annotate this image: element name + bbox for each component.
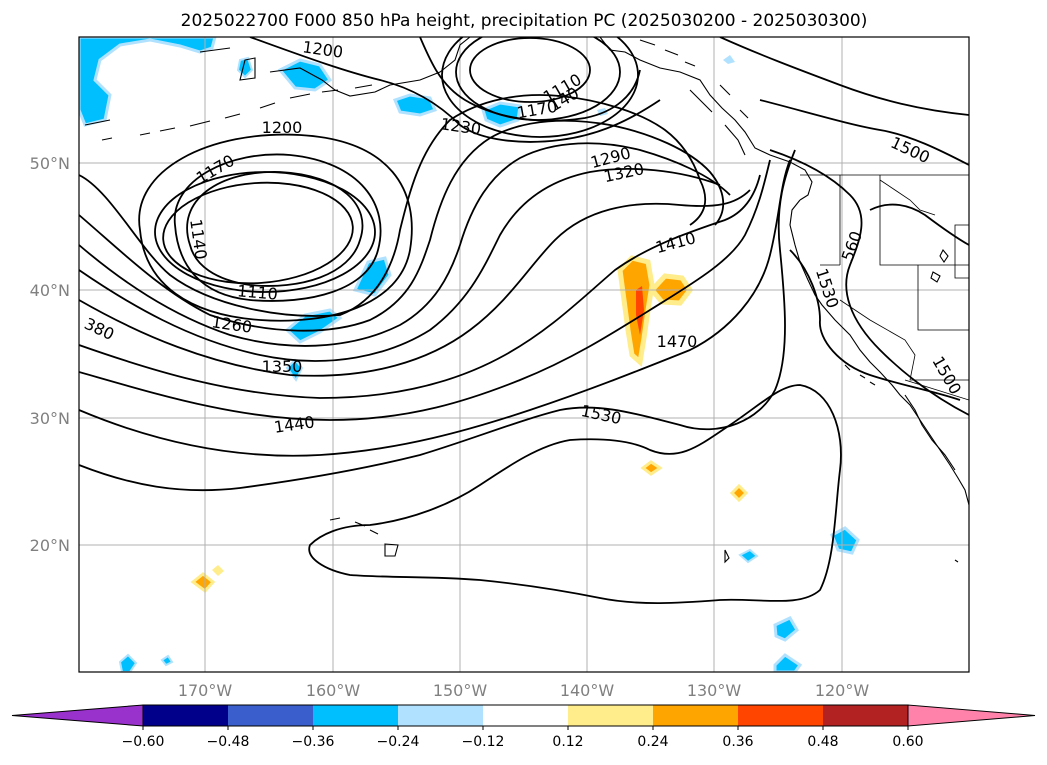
lon-label: 150°W bbox=[433, 681, 488, 700]
coastlines bbox=[79, 37, 969, 564]
contour-label: 1350 bbox=[262, 357, 303, 376]
lon-label: 140°W bbox=[560, 681, 615, 700]
lat-label: 30°N bbox=[30, 409, 70, 428]
colorbar-tick-label: 0.60 bbox=[892, 734, 923, 750]
lat-label: 40°N bbox=[30, 281, 70, 300]
contour-label: 1200 bbox=[262, 118, 303, 137]
colorbar-tick-label: −0.36 bbox=[292, 734, 335, 750]
colorbar-extend-min bbox=[11, 704, 144, 727]
colorbar-segment bbox=[483, 705, 568, 726]
lat-label: 20°N bbox=[30, 536, 70, 555]
colorbar-extend-max bbox=[907, 704, 1036, 727]
map-frame bbox=[78, 36, 970, 673]
contour-label: 1470 bbox=[657, 332, 698, 351]
colorbar: −0.60 −0.48 −0.36 −0.24 −0.12 0.12 0.24 0.36 0.4… bbox=[11, 704, 1036, 750]
political-borders bbox=[800, 174, 969, 401]
colorbar-tick-label: 0.36 bbox=[722, 734, 753, 750]
colorbar-segment bbox=[398, 705, 483, 726]
lon-label: 160°W bbox=[306, 681, 361, 700]
precip-negative-fills bbox=[79, 37, 860, 672]
colorbar-segment bbox=[143, 705, 228, 726]
height-contours bbox=[79, 37, 969, 605]
colorbar-tick-label: −0.48 bbox=[207, 734, 250, 750]
colorbar-segment bbox=[653, 705, 738, 726]
colorbar-tick-label: 0.12 bbox=[552, 734, 583, 750]
lat-label: 50°N bbox=[30, 154, 70, 173]
map-area: 1200 1200 1170 1140 1110 1260 1350 1440 … bbox=[79, 37, 969, 672]
colorbar-segment bbox=[738, 705, 823, 726]
colorbar-segment bbox=[568, 705, 653, 726]
colorbar-tick-label: 0.24 bbox=[637, 734, 668, 750]
colorbar-tick-label: −0.60 bbox=[122, 734, 165, 750]
lon-label: 130°W bbox=[687, 681, 742, 700]
latitude-labels: 50°N 40°N 30°N 20°N bbox=[30, 154, 70, 555]
longitude-labels: 170°W 160°W 150°W 140°W 130°W 120°W bbox=[178, 681, 870, 700]
colorbar-segment bbox=[228, 705, 313, 726]
colorbar-tick-label: 0.48 bbox=[807, 734, 838, 750]
colorbar-segment bbox=[823, 705, 908, 726]
contour-label: 1110 bbox=[236, 281, 278, 303]
colorbar-segment bbox=[313, 705, 398, 726]
colorbar-tick-label: −0.12 bbox=[462, 734, 505, 750]
colorbar-tick-label: −0.24 bbox=[377, 734, 420, 750]
colorbar-outline bbox=[142, 704, 909, 727]
map-title: 2025022700 F000 850 hPa height, precipit… bbox=[181, 11, 868, 31]
lon-label: 170°W bbox=[178, 681, 233, 700]
map-background bbox=[79, 37, 969, 672]
lon-label: 120°W bbox=[815, 681, 870, 700]
